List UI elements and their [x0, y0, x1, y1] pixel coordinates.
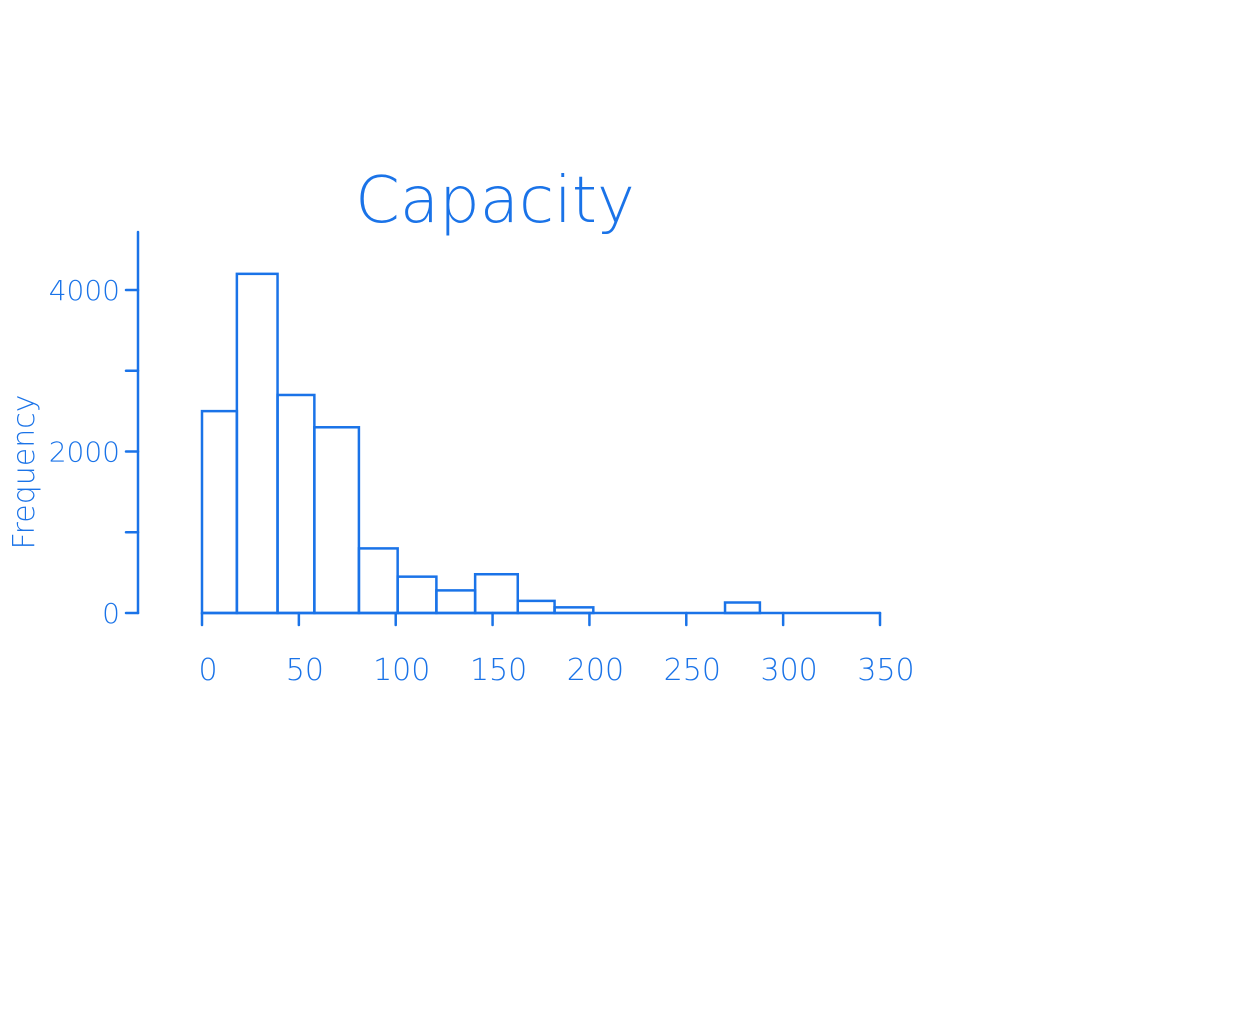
x-tick-label: 100: [373, 653, 430, 688]
histogram-bar: [516, 599, 556, 615]
y-axis: 0 2000 4000: [49, 230, 140, 630]
histogram-bar: [200, 409, 239, 615]
histogram-bars: [200, 272, 762, 615]
y-tick-label: 4000: [49, 274, 120, 307]
histogram-bar: [276, 393, 316, 615]
y-axis-label: Frequency: [7, 395, 42, 550]
x-tick-label: 150: [470, 653, 527, 688]
histogram-bar: [357, 547, 399, 615]
x-tick-label: 0: [198, 653, 217, 688]
histogram-bar: [473, 572, 520, 615]
histogram-bar: [723, 601, 762, 615]
x-tick-label: 350: [857, 653, 914, 688]
histogram-bar: [313, 426, 361, 615]
x-tick-label: 250: [664, 653, 721, 688]
y-tick-label: 2000: [49, 436, 120, 469]
x-tick-label: 300: [761, 653, 818, 688]
chart-title: Capacity: [355, 164, 635, 238]
x-tick-label: 200: [567, 653, 624, 688]
histogram-bar: [235, 272, 279, 615]
histogram-bar: [553, 606, 595, 615]
x-tick-label: 50: [286, 653, 324, 688]
x-axis: 0 50 100 150 200 250 300 350: [198, 611, 915, 688]
histogram-bar: [396, 575, 438, 615]
y-tick-label: 0: [102, 597, 120, 630]
histogram-bar: [435, 589, 477, 615]
